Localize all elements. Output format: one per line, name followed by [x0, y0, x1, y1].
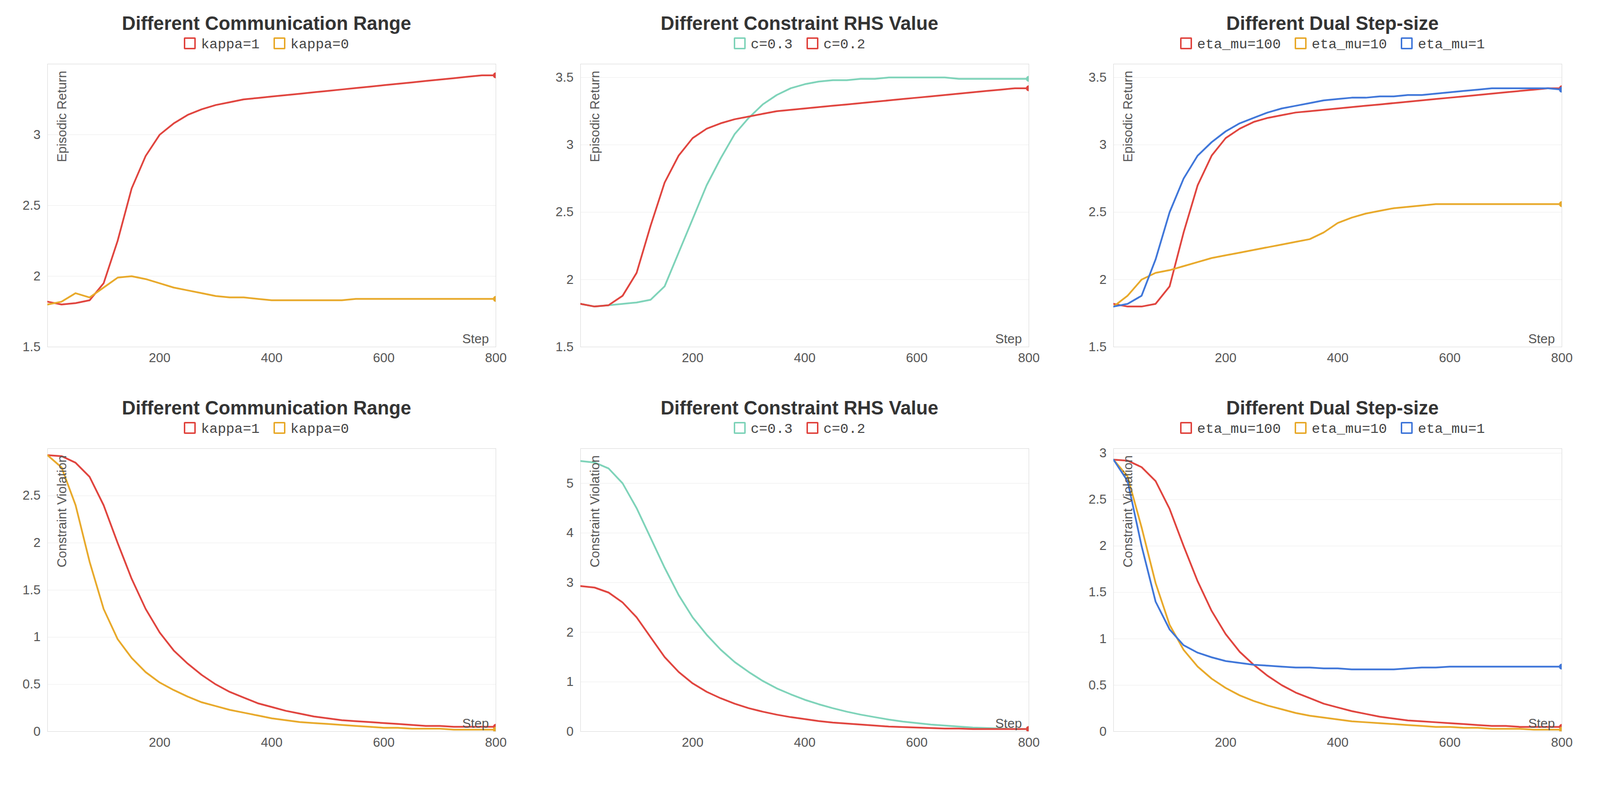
svg-text:0: 0	[1099, 723, 1107, 739]
html-text:eta_mu=100: eta_mu=100	[1197, 36, 1281, 53]
svg-text:3: 3	[1099, 136, 1107, 152]
svg-text:600: 600	[906, 350, 928, 366]
svg-text:5: 5	[566, 475, 574, 491]
svg-text:400: 400	[261, 734, 283, 750]
svg-text:1.5: 1.5	[1088, 339, 1107, 355]
svg-text:Step: Step	[1528, 331, 1556, 347]
svg-text:1: 1	[33, 629, 41, 645]
svg-text:1.5: 1.5	[555, 339, 574, 355]
html-text:c=0.3: c=0.3	[750, 36, 793, 53]
html-text:c=0.3: c=0.3	[750, 421, 793, 437]
svg-text:400: 400	[794, 734, 816, 750]
html-text:Episodic Return: Episodic Return	[587, 70, 603, 163]
svg-text:3: 3	[33, 127, 41, 142]
svg-text:Step: Step	[995, 331, 1023, 347]
svg-text:2.5: 2.5	[1088, 204, 1107, 220]
svg-text:1.5: 1.5	[22, 339, 41, 355]
svg-text:Step: Step	[995, 715, 1023, 731]
svg-text:1: 1	[566, 673, 574, 689]
svg-text:600: 600	[1439, 350, 1461, 366]
html-text:eta_mu=10: eta_mu=10	[1311, 421, 1387, 437]
svg-text:600: 600	[373, 350, 395, 366]
html-text:Episodic Return: Episodic Return	[1120, 70, 1136, 163]
svg-text:800: 800	[1018, 734, 1040, 750]
html-text:eta_mu=100: eta_mu=100	[1197, 421, 1281, 437]
svg-text:2.5: 2.5	[22, 487, 41, 503]
svg-text:2: 2	[1099, 537, 1107, 553]
svg-text:2.5: 2.5	[1088, 491, 1107, 507]
html-text:c=0.2: c=0.2	[823, 36, 866, 53]
svg-text:2: 2	[566, 624, 574, 640]
svg-text:Step: Step	[1528, 715, 1556, 731]
svg-text:400: 400	[1327, 350, 1349, 366]
svg-text:0: 0	[566, 723, 574, 739]
html-text:Different Dual Step-size: Different Dual Step-size	[1226, 12, 1439, 34]
html-text:Constraint Violation: Constraint Violation	[587, 455, 603, 568]
html-text:Constraint Violation: Constraint Violation	[1120, 455, 1136, 568]
svg-text:200: 200	[1214, 734, 1237, 750]
svg-text:Step: Step	[462, 331, 490, 347]
svg-text:3.5: 3.5	[555, 69, 574, 85]
svg-text:800: 800	[485, 734, 507, 750]
svg-text:1.5: 1.5	[1088, 584, 1107, 600]
html-text:Episodic Return: Episodic Return	[54, 70, 70, 163]
svg-text:Step: Step	[462, 715, 490, 731]
svg-text:2: 2	[33, 268, 41, 284]
svg-text:2.5: 2.5	[555, 204, 574, 220]
html-text:c=0.2: c=0.2	[823, 421, 866, 437]
svg-text:800: 800	[1551, 350, 1573, 366]
svg-text:200: 200	[681, 350, 704, 366]
html-text:kappa=1: kappa=1	[200, 36, 260, 53]
html-text:Different Communication Range: Different Communication Range	[121, 397, 412, 419]
svg-text:200: 200	[148, 734, 171, 750]
svg-text:800: 800	[1551, 734, 1573, 750]
html-text:eta_mu=10: eta_mu=10	[1311, 36, 1387, 53]
svg-text:3: 3	[566, 574, 574, 590]
html-text:Different Dual Step-size: Different Dual Step-size	[1226, 397, 1439, 419]
html-text:Different Constraint RHS Value: Different Constraint RHS Value	[660, 397, 939, 419]
svg-text:400: 400	[261, 350, 283, 366]
svg-text:1.5: 1.5	[22, 582, 41, 598]
svg-text:0.5: 0.5	[22, 676, 41, 692]
svg-text:3.5: 3.5	[1088, 69, 1107, 85]
svg-text:2: 2	[33, 534, 41, 550]
html-text:kappa=0: kappa=0	[290, 36, 349, 53]
svg-text:3: 3	[1099, 445, 1107, 461]
svg-text:800: 800	[1018, 350, 1040, 366]
html-text:Different Constraint RHS Value: Different Constraint RHS Value	[660, 12, 939, 34]
svg-text:800: 800	[485, 350, 507, 366]
html-text:kappa=1: kappa=1	[200, 421, 260, 437]
svg-text:2: 2	[1099, 271, 1107, 287]
svg-text:600: 600	[1439, 734, 1461, 750]
svg-text:600: 600	[373, 734, 395, 750]
svg-text:2: 2	[566, 271, 574, 287]
svg-text:600: 600	[906, 734, 928, 750]
html-text:Constraint Violation: Constraint Violation	[54, 455, 70, 568]
svg-text:200: 200	[148, 350, 171, 366]
svg-text:1: 1	[1099, 631, 1107, 647]
html-text:Different Communication Range: Different Communication Range	[121, 12, 412, 34]
svg-text:2.5: 2.5	[22, 197, 41, 213]
svg-text:0: 0	[33, 723, 41, 739]
svg-text:200: 200	[681, 734, 704, 750]
svg-text:4: 4	[566, 525, 574, 540]
html-text:eta_mu=1: eta_mu=1	[1417, 36, 1485, 53]
svg-text:400: 400	[1327, 734, 1349, 750]
svg-text:400: 400	[794, 350, 816, 366]
html-text:kappa=0: kappa=0	[290, 421, 349, 437]
svg-text:200: 200	[1214, 350, 1237, 366]
svg-text:0.5: 0.5	[1088, 677, 1107, 693]
svg-text:3: 3	[566, 136, 574, 152]
html-text:eta_mu=1: eta_mu=1	[1417, 421, 1485, 437]
